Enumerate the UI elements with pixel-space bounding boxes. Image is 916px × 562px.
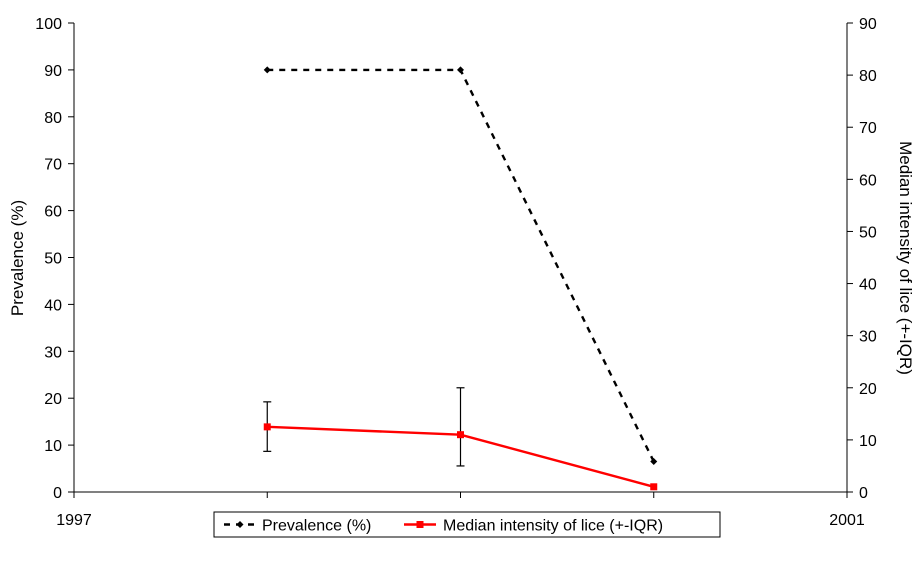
axes: 0 10 20 30 40 50 60 70 80 90 100 0 10 20 30 40 50 60 70 80 9… bbox=[35, 16, 877, 529]
y-left-tick-label: 80 bbox=[44, 110, 62, 127]
y-left-tick-label: 70 bbox=[44, 157, 62, 174]
y-left-tick-label: 40 bbox=[44, 297, 62, 314]
y-right-tick-label: 80 bbox=[859, 68, 877, 85]
y-right-tick-label: 40 bbox=[859, 277, 877, 294]
legend-swatch-marker-1 bbox=[236, 521, 244, 528]
y-right-tick-label: 50 bbox=[859, 224, 877, 241]
legend-swatch-marker-2 bbox=[416, 521, 424, 528]
y-left-tick-label: 100 bbox=[35, 16, 62, 33]
legend: Prevalence (%) Median intensity of lice (… bbox=[213, 511, 721, 538]
y-left-tick-label: 20 bbox=[44, 391, 62, 408]
y-right-tick-label: 10 bbox=[859, 433, 877, 450]
legend-box bbox=[213, 511, 721, 538]
y-right-tick-label: 90 bbox=[859, 16, 877, 33]
y-left-tick-label: 50 bbox=[44, 251, 62, 268]
y-axis-left-label: Prevalence (%) bbox=[8, 200, 27, 316]
x-tick-label: 2001 bbox=[829, 512, 865, 529]
series-1-point bbox=[457, 66, 464, 74]
y-right-tick-label: 20 bbox=[859, 381, 877, 398]
y-axis-right-label: Median intensity of lice (+-IQR) bbox=[896, 141, 915, 375]
y-left-tick-label: 0 bbox=[53, 485, 62, 502]
y-left-tick-label: 60 bbox=[44, 204, 62, 221]
y-right-tick-label: 60 bbox=[859, 172, 877, 189]
y-right-tick-label: 30 bbox=[859, 329, 877, 346]
y-left-tick-label: 30 bbox=[44, 344, 62, 361]
legend-label-2: Median intensity of lice (+-IQR) bbox=[443, 518, 663, 535]
series-2-point bbox=[263, 423, 271, 431]
y-right-tick-label: 0 bbox=[859, 485, 868, 502]
series-markers bbox=[263, 66, 658, 491]
series-1-point bbox=[650, 458, 658, 466]
y-right-tick-label: 70 bbox=[859, 120, 877, 137]
y-left-tick-label: 90 bbox=[44, 63, 62, 80]
series-2-point bbox=[650, 483, 658, 491]
series-1-point bbox=[263, 66, 271, 74]
series-2-point bbox=[457, 431, 464, 439]
x-tick-label: 1997 bbox=[56, 512, 92, 529]
y-left-tick-label: 10 bbox=[44, 438, 62, 455]
legend-label-1: Prevalence (%) bbox=[262, 518, 371, 535]
